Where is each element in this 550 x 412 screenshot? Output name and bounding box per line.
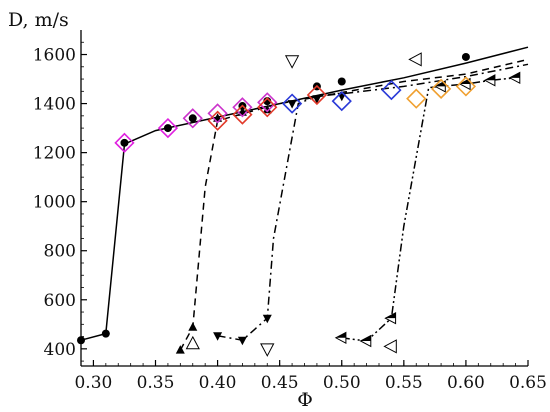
x-tick-label: 0.55 [385, 373, 423, 393]
data-point-open-triangle-left [383, 339, 397, 354]
data-point-circle [163, 124, 172, 133]
y-tick-label: 800 [44, 242, 76, 262]
data-point-diamond [257, 92, 278, 113]
x-tick-label: 0.45 [261, 373, 299, 393]
data-point-circle [188, 114, 197, 123]
y-tick-label: 400 [44, 340, 76, 360]
data-point-diamond [430, 78, 452, 99]
data-point-diamond [207, 110, 228, 131]
data-point-open-triangle-down [284, 55, 300, 69]
x-tick-label: 0.35 [137, 373, 175, 393]
data-point-triangle-up [175, 345, 185, 354]
plot-area: 0.30 0.35 0.40 0.45 0.50 0.55 0.60 0.65 400 600 80… [33, 30, 547, 393]
data-point-diamond [281, 93, 303, 114]
data-point-open-triangle-left [408, 52, 422, 67]
curve-dash-dot-dot [341, 77, 516, 342]
data-point-triangle-up [262, 104, 272, 114]
data-point-triangle-down [337, 92, 347, 102]
data-point-triangle-left-fill [335, 332, 346, 338]
data-point-diamond [157, 117, 179, 139]
data-point-triangle-down [262, 314, 272, 324]
data-point-diamond [331, 90, 352, 112]
data-point-diamond [406, 88, 427, 109]
y-tick-label: 600 [44, 291, 76, 311]
data-point-diamond [455, 76, 477, 97]
data-point-triangle-left-fill [459, 78, 471, 84]
y-axis-title: D, m/s [8, 9, 69, 31]
data-point-open-triangle-up [185, 335, 200, 350]
curve-dashed [179, 58, 529, 351]
y-tick-label: 1000 [33, 193, 76, 213]
curve-dash-dot [217, 63, 529, 342]
data-point-diamond [257, 97, 278, 118]
x-tick-label: 0.40 [199, 373, 237, 393]
y-tick-label: 1200 [33, 144, 76, 164]
data-point-triangle-left-fill [484, 74, 495, 81]
data-point-diamond [381, 79, 402, 101]
data-point-circle [461, 52, 470, 61]
data-point-circle [101, 329, 110, 338]
data-point-triangle-left-fill [509, 72, 520, 78]
data-point-diamond [207, 103, 228, 124]
data-point-open-triangle-down [260, 343, 275, 357]
x-axis-title: Φ [297, 389, 313, 411]
data-point-triangle-left-fill [385, 312, 396, 319]
data-point-diamond [232, 104, 253, 125]
x-tick-label: 0.30 [74, 373, 112, 393]
data-point-diamond [114, 132, 135, 153]
data-point-triangle-down [237, 336, 247, 346]
data-point-diamond [182, 108, 203, 129]
data-point-triangle-left-fill [360, 335, 371, 341]
data-point-diamond [306, 84, 328, 106]
x-tick-label: 0.60 [447, 373, 485, 393]
data-point-circle [337, 77, 346, 86]
data-point-circle [77, 336, 85, 345]
y-tick-label: 1600 [33, 46, 76, 66]
data-point-triangle-down [312, 95, 322, 104]
data-point-triangle-down [287, 100, 297, 109]
x-tick-label: 0.65 [509, 373, 547, 393]
x-tick-label: 0.50 [323, 373, 361, 393]
data-point-diamond [232, 97, 253, 118]
data-point-triangle-down [213, 332, 223, 341]
y-tick-label: 1400 [33, 95, 76, 115]
data-point-triangle-up [188, 322, 198, 331]
data-point-circle [263, 97, 272, 106]
data-point-circle [120, 138, 129, 147]
